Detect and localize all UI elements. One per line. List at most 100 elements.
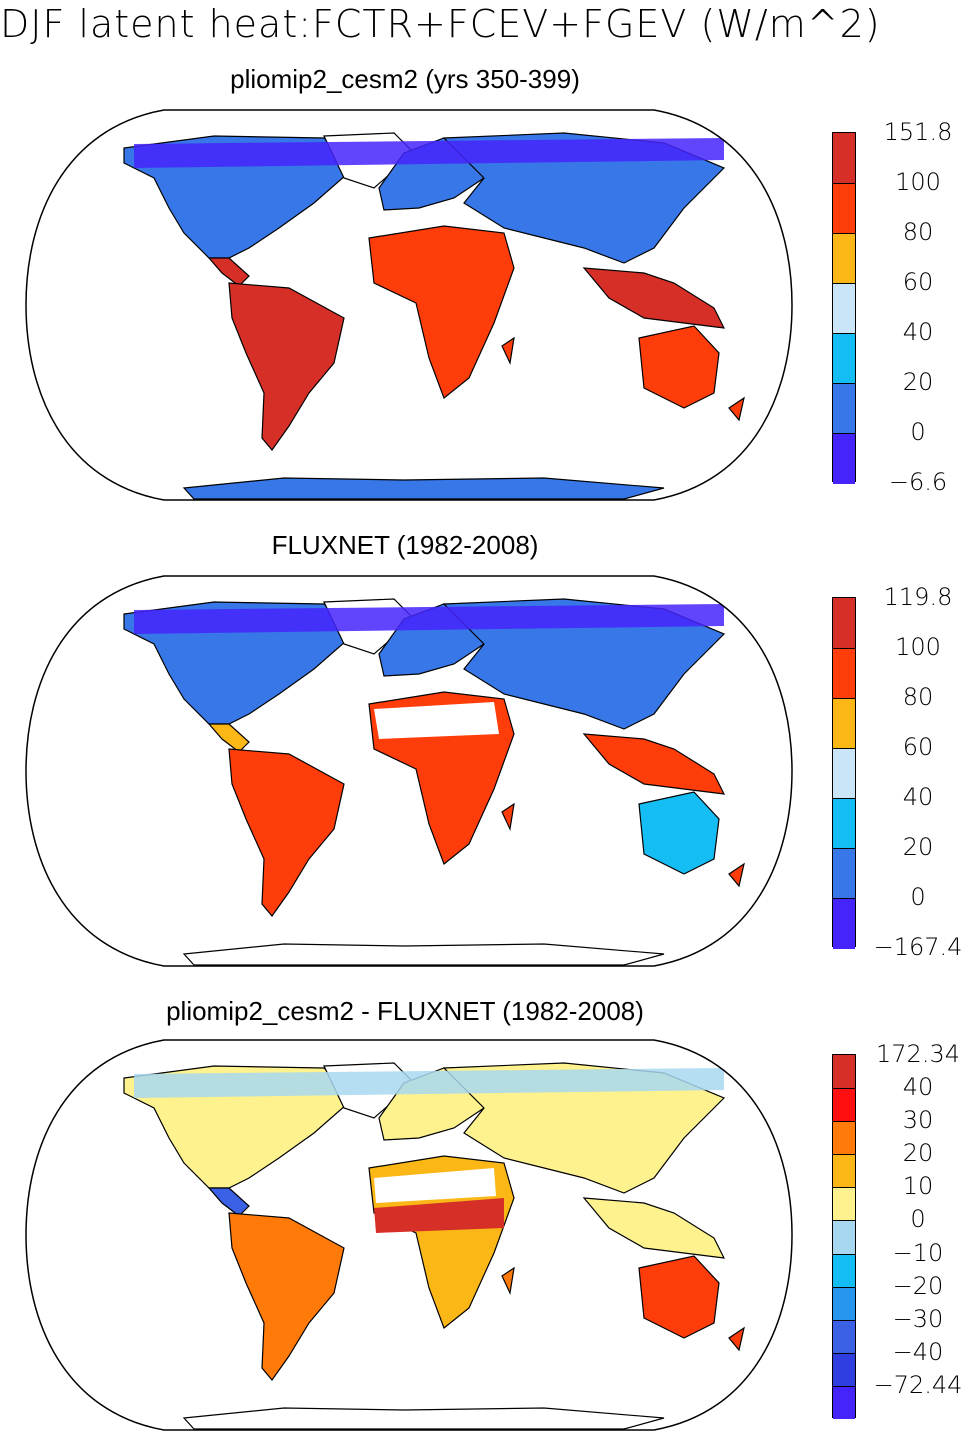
landmass-sa [228, 282, 345, 451]
colorbar-tick-label: 10 [902, 1172, 934, 1201]
landmass-ant [182, 1407, 665, 1430]
map-frame [25, 109, 793, 501]
landmass-nz [728, 396, 745, 422]
colorbar-segment [833, 1121, 855, 1155]
colorbar-tick-label: 0 [910, 883, 926, 911]
colorbar-tick-label: 60 [902, 268, 934, 296]
panel-title-fluxnet: FLUXNET (1982-2008) [271, 530, 539, 560]
landmass-madag [501, 336, 515, 366]
colorbar-separator [833, 1286, 855, 1288]
colorbar-separator [833, 333, 855, 334]
colorbar-segment [833, 748, 855, 799]
landmass-nz [728, 862, 745, 888]
landmass-afr [368, 225, 515, 399]
colorbar-tick-label: −30 [892, 1304, 944, 1333]
colorbar-segment [833, 1154, 855, 1188]
colorbar-tick-label: 80 [902, 683, 934, 711]
panel-title-model: pliomip2_cesm2 (yrs 350-399) [230, 64, 580, 94]
colorbar-tick-label: −6.6 [888, 468, 948, 496]
colorbar-tick-label: 100 [895, 633, 941, 661]
colorbar-tick-label: 100 [895, 168, 941, 196]
arctic-band [134, 138, 724, 168]
world-map-difference [25, 1039, 793, 1431]
map-frame [25, 1039, 793, 1431]
colorbar-tick-label: −167.4 [873, 933, 963, 961]
colorbar-segment [833, 383, 855, 434]
colorbar-separator [833, 1385, 855, 1387]
colorbar-separator [833, 1220, 855, 1222]
landmass-aus [638, 325, 720, 409]
colorbar-segment [833, 283, 855, 334]
colorbar-tick-label: −72.44 [873, 1370, 963, 1399]
sahara-white-band [374, 702, 499, 739]
colorbar-tick-label: 60 [902, 733, 934, 761]
colorbar-separator [833, 383, 855, 384]
colorbar-segment [833, 433, 855, 484]
colorbar-fluxnet: 119.8 100 80 60 40 20 0 −167.4 [832, 583, 964, 961]
world-map-model [25, 109, 793, 501]
colorbar-segment [833, 1286, 855, 1321]
colorbar-segment [833, 1385, 855, 1420]
colorbar-separator [833, 183, 855, 184]
colorbar-segment [833, 648, 855, 699]
colorbar-tick-label: 30 [902, 1106, 934, 1135]
colorbar-segment [833, 598, 855, 649]
colorbar-separator [833, 1187, 855, 1189]
landmass-nz [728, 1326, 745, 1352]
landmass-ca [207, 1187, 250, 1217]
panel-title-difference: pliomip2_cesm2 - FLUXNET (1982-2008) [166, 996, 644, 1026]
colorbar-segment [833, 233, 855, 284]
landmass-madag [501, 802, 515, 832]
colorbar-tick-label: 0 [910, 1205, 926, 1234]
arctic-band [134, 604, 724, 634]
colorbar-separator [833, 1319, 855, 1321]
landmass-ant [182, 477, 665, 500]
landmass-ant [182, 943, 665, 966]
figure-title: DJF latent heat:FCTR+FCEV+FGEV (W/m^2) [0, 2, 881, 46]
landmass-sea [582, 1197, 726, 1259]
colorbar-separator [833, 1121, 855, 1123]
colorbar-box [832, 1054, 856, 1420]
colorbar-separator [833, 433, 855, 434]
landmass-aus [638, 1255, 720, 1339]
colorbar-segment [833, 1319, 855, 1354]
colorbar-tick-label: 172.34 [876, 1040, 960, 1068]
colorbar-separator [833, 798, 855, 799]
colorbar-tick-label: 80 [902, 218, 934, 246]
landmass-ca [207, 257, 250, 287]
colorbar-box [832, 132, 856, 484]
colorbar-separator [833, 1154, 855, 1156]
colorbar-separator [833, 698, 855, 699]
colorbar-tick-label: 20 [902, 833, 934, 861]
colorbar-segment [833, 183, 855, 234]
colorbar-segment [833, 848, 855, 899]
colorbar-segment [833, 1352, 855, 1387]
colorbar-tick-label: 119.8 [883, 583, 953, 611]
colorbar-segment [833, 1055, 855, 1089]
colorbar-separator [833, 1352, 855, 1354]
colorbar-tick-label: −10 [892, 1238, 944, 1267]
colorbar-segment [833, 333, 855, 384]
sahara-white-band [374, 1168, 496, 1203]
landmass-madag [501, 1266, 515, 1296]
colorbar-segment [833, 1187, 855, 1221]
colorbar-segment [833, 133, 855, 184]
world-map-fluxnet [25, 575, 793, 967]
landmass-ca [207, 723, 250, 753]
colorbar-segment [833, 798, 855, 849]
colorbar-segment [833, 1220, 855, 1255]
colorbar-separator [833, 283, 855, 284]
colorbar-tick-label: 151.8 [883, 118, 953, 146]
colorbar-separator [833, 1088, 855, 1090]
arctic-band [134, 1068, 724, 1098]
colorbar-difference: 172.34 40 30 20 10 0 −10 −20 −30 −40 −72.44 [832, 1040, 964, 1420]
landmass-sa [228, 748, 345, 917]
colorbar-segment [833, 1088, 855, 1122]
colorbar-tick-label: −20 [892, 1271, 944, 1300]
colorbar-model: 151.8 100 80 60 40 20 0 −6.6 [832, 118, 964, 496]
colorbar-segment [833, 1253, 855, 1288]
colorbar-tick-label: 20 [902, 368, 934, 396]
colorbar-segment [833, 898, 855, 949]
landmass-sea [582, 267, 726, 329]
colorbar-separator [833, 848, 855, 849]
